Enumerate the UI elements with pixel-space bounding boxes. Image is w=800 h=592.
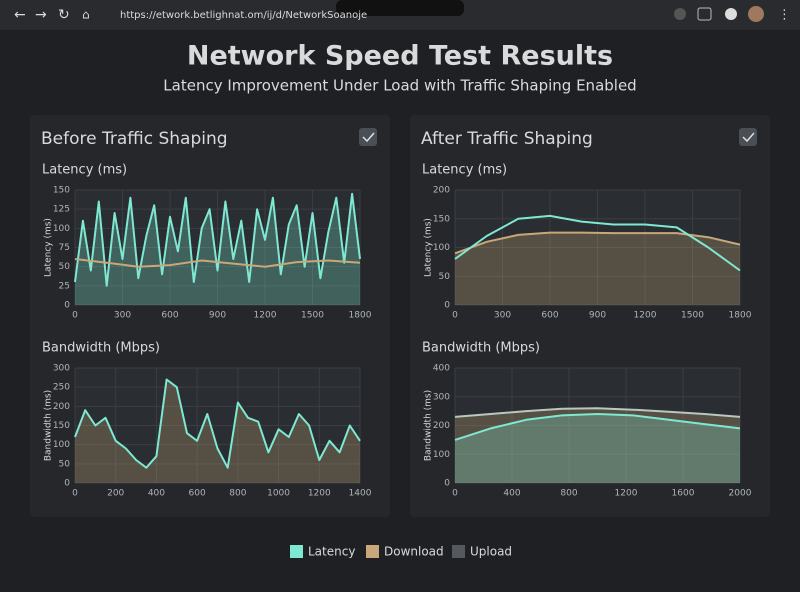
checkmark xyxy=(362,132,375,143)
x-tick-label: 400 xyxy=(503,489,520,499)
x-tick-label: 0 xyxy=(72,489,78,499)
legend-swatch xyxy=(290,545,303,558)
x-tick-label: 1500 xyxy=(681,311,704,321)
x-tick-label: 800 xyxy=(229,489,246,499)
x-tick-label: 600 xyxy=(189,489,206,499)
y-tick-label: 300 xyxy=(433,392,450,402)
y-tick-label: 0 xyxy=(64,479,70,489)
profile-avatar[interactable] xyxy=(748,6,764,22)
legend-swatch xyxy=(452,545,465,558)
x-tick-label: 400 xyxy=(148,489,165,499)
y-tick-label: 150 xyxy=(53,186,70,196)
legend-label: Download xyxy=(384,545,444,559)
x-tick-label: 300 xyxy=(494,311,511,321)
x-tick-label: 900 xyxy=(209,311,226,321)
y-tick-label: 300 xyxy=(53,364,70,374)
checkmark xyxy=(742,132,755,143)
y-tick-label: 100 xyxy=(433,243,450,253)
line xyxy=(74,258,361,268)
x-tick-label: 800 xyxy=(560,489,577,499)
legend-swatch xyxy=(366,545,379,558)
home-button[interactable]: ⌂ xyxy=(82,8,90,22)
y-tick-label: 0 xyxy=(444,301,450,311)
x-tick-label: 300 xyxy=(114,311,131,321)
y-tick-label: 0 xyxy=(444,479,450,489)
x-tick-label: 1500 xyxy=(301,311,324,321)
x-tick-label: 600 xyxy=(161,311,178,321)
line xyxy=(74,378,361,469)
x-tick-label: 1800 xyxy=(729,311,752,321)
x-tick-label: 600 xyxy=(541,311,558,321)
legend-label: Latency xyxy=(308,545,355,559)
x-tick-label: 200 xyxy=(107,489,124,499)
y-tick-label: 150 xyxy=(433,214,450,224)
line xyxy=(454,407,741,418)
y-tick-label: 50 xyxy=(59,262,71,272)
y-tick-label: 0 xyxy=(64,301,70,311)
x-tick-label: 0 xyxy=(72,311,78,321)
x-tick-label: 900 xyxy=(589,311,606,321)
area-fill xyxy=(75,379,360,483)
y-tick-label: 200 xyxy=(433,186,450,196)
x-tick-label: 1200 xyxy=(308,489,331,499)
extension-icon[interactable] xyxy=(697,7,712,21)
y-tick-label: 150 xyxy=(53,421,70,431)
y-tick-label: 50 xyxy=(439,272,451,282)
y-axis-label: Bandwidth (ms) xyxy=(424,390,434,461)
line xyxy=(454,231,741,255)
checkbox[interactable] xyxy=(739,128,757,146)
y-tick-label: 75 xyxy=(59,243,70,253)
x-tick-label: 1400 xyxy=(349,489,372,499)
line xyxy=(74,192,361,287)
extension-icon[interactable] xyxy=(725,8,737,20)
title: Network Speed Test Results xyxy=(187,41,613,72)
chart-title: Latency (ms) xyxy=(42,163,127,178)
y-tick-label: 100 xyxy=(433,450,450,460)
legend-label: Upload xyxy=(470,545,512,559)
x-tick-label: 1200 xyxy=(634,311,657,321)
y-tick-label: 400 xyxy=(433,364,450,374)
subtitle: Latency Improvement Under Load with Traf… xyxy=(163,77,636,95)
x-tick-label: 1800 xyxy=(349,311,372,321)
forward-button[interactable]: → xyxy=(35,7,47,23)
chart-title: Bandwidth (Mbps) xyxy=(42,341,160,356)
chart-title: Bandwidth (Mbps) xyxy=(422,341,540,356)
area-fill xyxy=(455,232,740,305)
notch xyxy=(336,0,464,16)
x-tick-label: 1200 xyxy=(615,489,638,499)
reload-button[interactable]: ↻ xyxy=(58,7,70,23)
y-tick-label: 200 xyxy=(53,402,70,412)
y-tick-label: 50 xyxy=(59,459,71,469)
x-tick-label: 0 xyxy=(452,489,458,499)
extension-icon[interactable] xyxy=(674,8,686,20)
y-tick-label: 100 xyxy=(53,224,70,234)
checkbox[interactable] xyxy=(359,128,377,146)
url[interactable]: https://etwork.betlighnat.om/ij/d/Networ… xyxy=(120,10,367,21)
area-fill xyxy=(455,414,740,483)
y-tick-label: 200 xyxy=(433,421,450,431)
line xyxy=(454,214,741,272)
x-tick-label: 0 xyxy=(452,311,458,321)
x-tick-label: 1600 xyxy=(672,489,695,499)
y-tick-label: 125 xyxy=(53,205,70,215)
y-axis-label: Latency (ms) xyxy=(44,218,54,277)
y-tick-label: 250 xyxy=(53,383,70,393)
y-axis-label: Latency (ms) xyxy=(424,218,434,277)
area-fill xyxy=(75,193,360,305)
x-tick-label: 1200 xyxy=(254,311,277,321)
y-axis-label: Bandwidth (ms) xyxy=(44,390,54,461)
x-tick-label: 1000 xyxy=(267,489,290,499)
line xyxy=(454,413,741,441)
y-tick-label: 100 xyxy=(53,440,70,450)
x-tick-label: 2000 xyxy=(729,489,752,499)
chart-title: Latency (ms) xyxy=(422,163,507,178)
panel-title: Before Traffic Shaping xyxy=(41,129,228,149)
panel-title: After Traffic Shaping xyxy=(421,129,593,149)
area-fill xyxy=(455,408,740,483)
y-tick-label: 25 xyxy=(59,281,70,291)
menu-button[interactable]: ⋮ xyxy=(778,8,791,23)
back-button[interactable]: ← xyxy=(14,7,26,23)
